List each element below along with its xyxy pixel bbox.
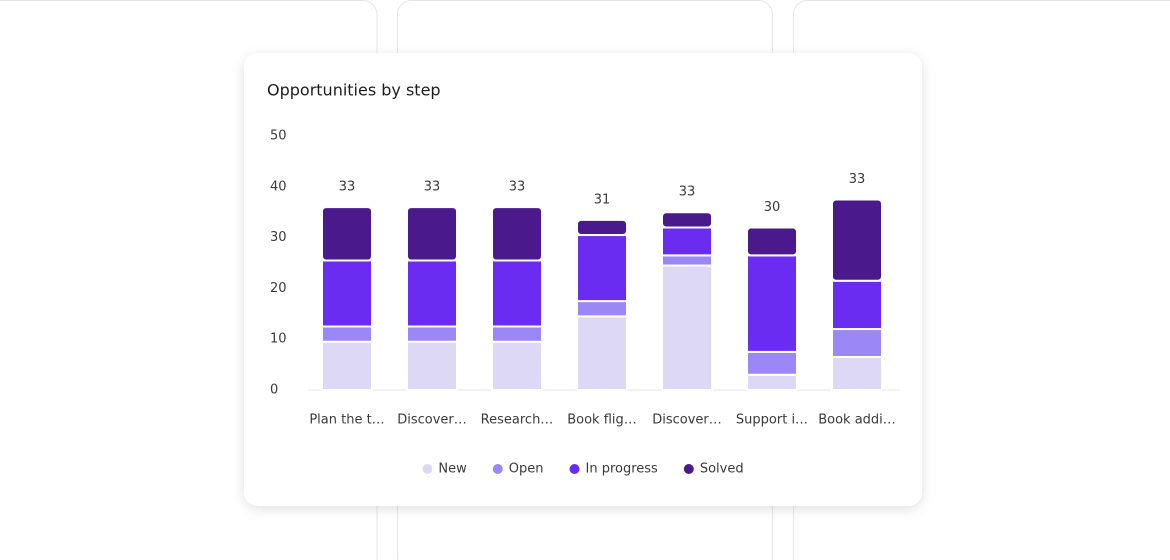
bar-segment xyxy=(831,198,883,282)
total-label: 30 xyxy=(764,200,781,215)
bar-segment xyxy=(831,279,883,331)
total-label: 33 xyxy=(424,180,441,195)
bar-segment xyxy=(406,340,458,391)
legend-label: New xyxy=(438,462,467,477)
bar-segment xyxy=(321,340,373,391)
bar-segment xyxy=(661,226,713,257)
bar-segment xyxy=(576,218,628,237)
bar-segment xyxy=(576,315,628,391)
total-label: 33 xyxy=(509,180,526,195)
bar-segment xyxy=(321,259,373,328)
x-tick-label: Discover… xyxy=(652,413,722,428)
bar-segment xyxy=(831,328,883,358)
bar-segment xyxy=(746,350,798,376)
bar-segment xyxy=(831,355,883,392)
bar-segment xyxy=(661,254,713,267)
bar-segment xyxy=(746,254,798,353)
x-tick-label: Research… xyxy=(481,413,554,428)
bar-segment xyxy=(491,259,543,328)
x-tick-label: Book addi… xyxy=(818,413,896,428)
total-label: 31 xyxy=(594,192,611,207)
total-label: 33 xyxy=(849,172,866,187)
y-tick-label: 30 xyxy=(270,230,287,245)
legend-marker xyxy=(492,464,503,474)
x-tick-label: Book flig… xyxy=(567,413,637,428)
bar-segment xyxy=(661,264,713,392)
bar-segment xyxy=(491,206,543,262)
y-tick-label: 40 xyxy=(270,179,287,194)
bar-segment xyxy=(576,234,628,303)
y-tick-label: 10 xyxy=(270,332,287,347)
legend-marker xyxy=(422,464,433,474)
bar-segment xyxy=(661,211,713,229)
x-tick-label: Support i… xyxy=(736,413,808,428)
legend-label: Open xyxy=(509,462,544,477)
bar-segment xyxy=(321,325,373,343)
bar-segment xyxy=(406,259,458,328)
legend-marker xyxy=(569,464,580,474)
bar-segment xyxy=(491,340,543,391)
legend-label: In progress xyxy=(586,462,659,477)
bar-segment xyxy=(576,300,628,318)
bar-segment xyxy=(491,325,543,343)
bar-segment xyxy=(321,206,373,262)
legend-marker xyxy=(683,464,694,474)
total-label: 33 xyxy=(679,185,696,200)
bar-segment xyxy=(406,325,458,343)
y-tick-label: 0 xyxy=(270,383,278,398)
legend-label: Solved xyxy=(700,462,744,477)
bar-segment xyxy=(406,206,458,262)
total-label: 33 xyxy=(339,180,356,195)
y-tick-label: 50 xyxy=(270,129,287,144)
bar-segment xyxy=(746,226,798,257)
plot: 0 10 20 30 40 50 33 Plan the t… 33 Discover… 33 Res… xyxy=(270,129,900,477)
x-tick-label: Plan the t… xyxy=(309,413,384,428)
chart-title: Opportunities by step xyxy=(267,81,441,100)
bar-segment xyxy=(746,373,798,392)
x-tick-label: Discover… xyxy=(397,413,467,428)
y-tick-label: 20 xyxy=(270,281,287,296)
